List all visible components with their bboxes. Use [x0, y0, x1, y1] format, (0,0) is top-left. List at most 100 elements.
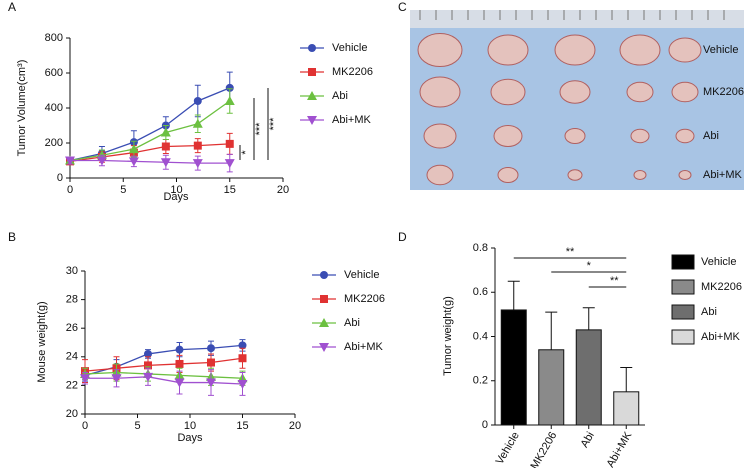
legend-label: Vehicle — [344, 269, 379, 281]
x-tick-label: 5 — [120, 184, 126, 196]
x-axis-label: Days — [177, 432, 203, 444]
tumor — [426, 164, 454, 186]
marker — [175, 359, 184, 368]
marker — [143, 372, 153, 382]
x-axis-label: Days — [163, 191, 189, 203]
series-line — [85, 376, 243, 385]
tumor — [675, 128, 695, 144]
tumor — [493, 125, 523, 147]
y-tick-label: 200 — [45, 137, 63, 149]
marker — [80, 374, 90, 384]
legend-label: Abi — [332, 90, 348, 102]
marker — [192, 159, 203, 169]
row-label: Vehicle — [703, 44, 738, 56]
marker — [96, 156, 107, 166]
ruler — [410, 10, 744, 28]
y-tick-label: 600 — [45, 67, 63, 79]
y-tick-label: 0.2 — [473, 375, 488, 387]
marker — [207, 358, 215, 367]
x-tick-label: 20 — [277, 184, 289, 196]
marker — [207, 344, 215, 353]
tumor — [487, 34, 529, 66]
tumor — [619, 34, 661, 66]
marker — [225, 139, 234, 148]
tumor — [490, 78, 526, 106]
tumor — [678, 170, 692, 180]
marker — [161, 142, 170, 151]
x-tick-label: 0 — [67, 184, 73, 196]
legend-swatch — [671, 279, 695, 295]
marker — [175, 345, 184, 354]
y-tick-label: 22 — [66, 379, 78, 391]
marker — [160, 127, 171, 137]
legend-marker — [308, 44, 316, 52]
error-bar — [620, 366, 633, 392]
x-tick-label: 20 — [289, 420, 301, 432]
x-tick-label: Abi — [579, 430, 597, 450]
marker — [237, 379, 248, 389]
legend-label: Abi — [701, 306, 717, 318]
legend-label: Vehicle — [332, 42, 367, 54]
y-tick-label: 0.8 — [473, 242, 488, 254]
x-tick-label: Vehicle — [494, 430, 522, 467]
marker — [160, 158, 171, 168]
legend-label: Vehicle — [701, 256, 736, 268]
row-label: MK2206 — [703, 86, 744, 98]
series-line — [84, 357, 243, 372]
y-tick-label: 28 — [66, 294, 78, 306]
legend-marker — [320, 271, 328, 279]
error-bar — [582, 307, 595, 330]
y-tick-label: 0.6 — [473, 286, 488, 298]
tumor — [497, 167, 519, 183]
significance-label: *** — [268, 117, 280, 131]
tumor — [554, 34, 596, 66]
marker — [193, 141, 202, 150]
significance-label: * — [587, 260, 592, 272]
series-line — [70, 159, 230, 164]
tumor-photo — [410, 10, 744, 190]
legend-marker — [308, 68, 316, 76]
legend-label: Abi+MK — [701, 331, 740, 343]
tumor — [564, 128, 586, 144]
legend-label: Abi+MK — [344, 341, 383, 353]
marker — [225, 83, 234, 92]
x-tick-label: 15 — [236, 420, 248, 432]
series-line — [69, 143, 230, 163]
y-tick-label: 30 — [66, 265, 78, 277]
y-tick-label: 0 — [57, 172, 63, 184]
legend-marker — [307, 116, 317, 125]
y-tick-label: 400 — [45, 102, 63, 114]
legend-label: Abi — [344, 317, 360, 329]
legend-swatch — [671, 329, 695, 345]
tumor — [417, 33, 463, 67]
series-line — [84, 371, 243, 379]
tumor — [668, 37, 702, 63]
legend-label: MK2206 — [332, 66, 373, 78]
error-bar — [507, 280, 520, 310]
marker — [128, 157, 139, 167]
bar — [538, 349, 565, 426]
tumor — [630, 128, 650, 144]
tumor — [419, 76, 461, 108]
bar — [575, 329, 602, 426]
x-tick-label: 10 — [170, 184, 182, 196]
tumor — [559, 80, 591, 104]
legend-swatch — [671, 304, 695, 320]
marker — [174, 378, 185, 388]
y-tick-label: 24 — [66, 351, 78, 363]
series-line — [69, 100, 231, 162]
significance-label: *** — [254, 122, 266, 136]
marker — [206, 378, 216, 388]
tumor — [567, 169, 583, 181]
marker — [111, 374, 122, 384]
legend-label: MK2206 — [344, 293, 385, 305]
x-tick-label: 5 — [134, 420, 140, 432]
tumor — [633, 170, 647, 180]
tumor — [671, 81, 699, 103]
legend-swatch — [671, 254, 695, 270]
marker — [193, 97, 202, 105]
marker — [238, 354, 247, 363]
row-label: Abi+MK — [703, 169, 742, 181]
tumor — [626, 81, 654, 103]
